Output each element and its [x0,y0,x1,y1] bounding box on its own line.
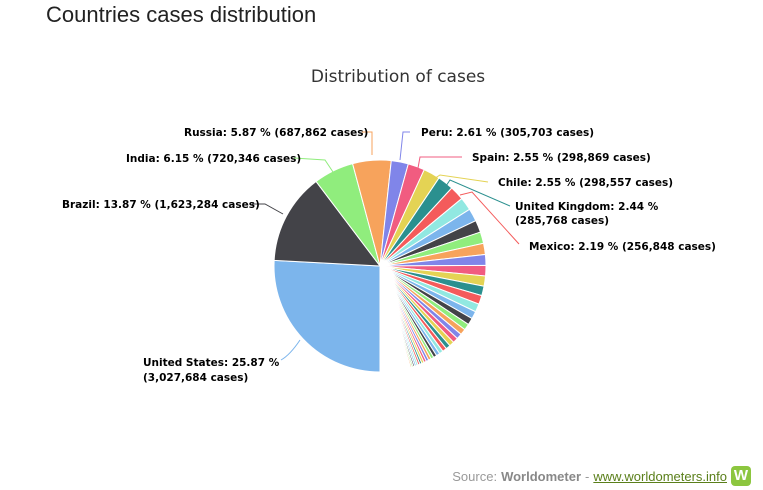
label-united-states-cases: (3,027,684 cases) [143,372,248,384]
connectors [252,131,520,361]
pie-slice-united-states[interactable] [273,259,381,373]
connector-peru [399,131,410,161]
credit-link[interactable]: www.worldometers.info [593,468,727,484]
label-united-kingdom: United Kingdom: 2.44 % [515,201,659,213]
label-united-states: United States: 25.87 % [143,357,280,369]
label-brazil: Brazil: 13.87 % (1,623,284 cases) [62,199,260,211]
page-title: Countries cases distribution [46,2,317,27]
label-united-kingdom-cases: (285,768 cases) [515,215,609,227]
label-mexico: Mexico: 2.19 % (256,848 cases) [529,241,716,253]
connector-uk [445,179,511,207]
worldometer-logo-icon: W [731,466,751,486]
chart-title: Distribution of cases [311,67,485,87]
connector-chile [431,174,489,183]
pie-slice-other-66[interactable] [379,265,382,373]
connector-united-states [280,339,301,361]
label-peru: Peru: 2.61 % (305,703 cases) [421,127,594,139]
label-spain: Spain: 2.55 % (298,869 cases) [472,152,651,164]
connector-brazil [252,203,284,215]
connector-russia [362,131,373,155]
credit-prefix: Source: [452,468,498,484]
pie-slice-brazil[interactable] [273,180,382,267]
connector-mexico [459,191,520,245]
credit-separator: - [585,468,590,484]
connector-india [293,157,334,173]
label-russia: Russia: 5.87 % (687,862 cases) [184,127,368,139]
connector-spain [417,156,462,169]
label-india: India: 6.15 % (720,346 cases) [126,153,301,165]
credit-source: Worldometer [501,468,581,484]
label-chile: Chile: 2.55 % (298,557 cases) [498,177,673,189]
chart-credit: Source: Worldometer - www.worldometers.i… [452,466,751,486]
pie-slices [273,159,487,373]
